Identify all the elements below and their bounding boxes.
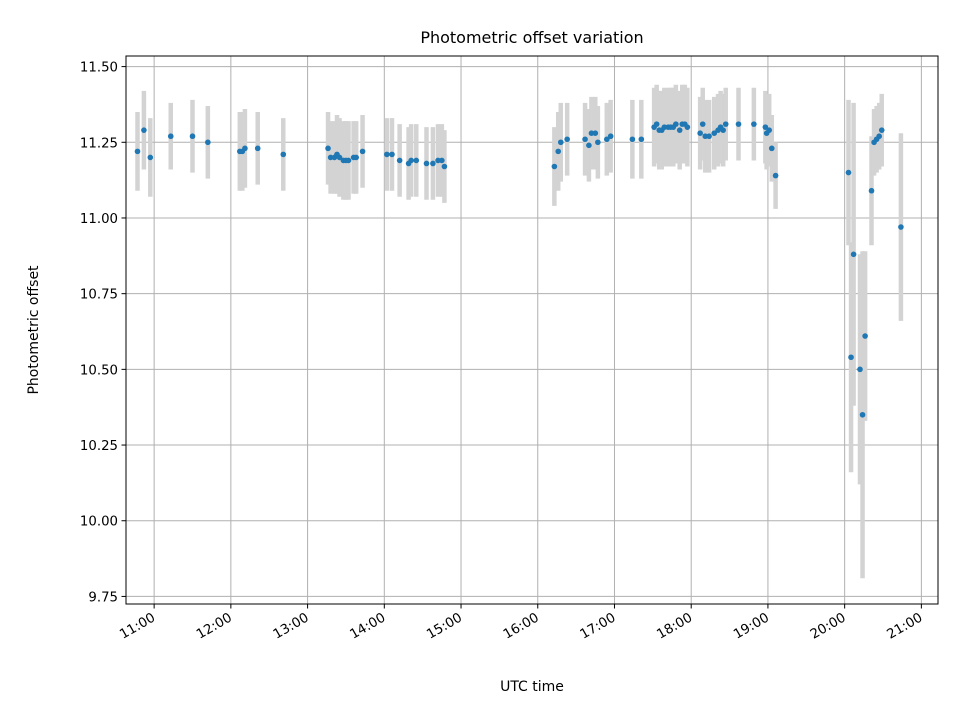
data-point [676,127,683,133]
data-point [857,366,863,373]
data-point [557,139,564,146]
data-point [751,121,757,127]
data-point [845,169,852,176]
data-point [720,127,726,133]
data-point [242,145,248,152]
data-point [441,163,448,170]
y-tick-label: 10.00 [80,515,118,530]
y-tick-label: 9.75 [88,590,118,605]
data-point [876,133,882,140]
data-points [134,121,904,418]
data-point [766,127,773,133]
plot-frame [125,55,939,605]
data-point [435,157,441,164]
data-point [167,133,174,140]
data-point [280,151,287,158]
data-point [384,151,390,158]
data-point [702,133,709,140]
data-point [147,154,154,161]
data-point [586,142,592,149]
data-point [430,160,436,167]
data-point [141,127,147,133]
data-point [336,154,343,161]
data-point [638,136,645,143]
data-point [595,139,601,146]
data-point [699,121,706,127]
data-point [772,172,779,179]
data-point [396,157,403,164]
y-tick-label: 11.50 [80,61,118,76]
data-point [850,251,857,258]
data-point [653,121,660,127]
data-point [878,127,885,133]
data-point [684,124,691,130]
data-point [629,136,636,143]
data-point [859,411,866,418]
x-axis-label: UTC time [500,679,564,695]
data-point [353,154,359,161]
data-point [862,333,868,339]
data-point [389,151,395,158]
data-point [768,145,775,152]
y-tick-label: 11.00 [80,212,118,227]
data-point [413,157,420,164]
y-tick-label: 10.25 [80,439,118,454]
data-point [762,124,769,130]
data-point [555,148,562,155]
data-point [582,136,588,143]
data-point [189,133,196,140]
data-point [359,148,366,155]
data-point [325,145,331,152]
data-point [254,145,261,152]
data-point [706,133,712,140]
data-point [661,124,668,130]
data-point [711,130,718,137]
data-point [673,121,679,127]
data-point [592,130,599,137]
axis-ticks: 11:00 12:00 13:00 14:00 15:00 16:00 17:00 18:00… [80,61,925,643]
data-point [898,224,904,230]
data-point [697,130,703,137]
data-point [551,163,558,170]
y-tick-label: 10.50 [80,363,118,378]
data-point [345,157,352,164]
y-tick-label: 11.25 [80,136,118,151]
data-point [604,136,610,143]
y-tick-label: 10.75 [80,288,118,303]
data-point [423,160,430,167]
data-point [134,148,141,155]
data-point [868,187,875,194]
data-point [588,130,595,137]
y-axis-label: Photometric offset [26,265,42,395]
data-point [205,139,211,146]
data-point [327,154,334,161]
chart-title: Photometric offset variation [420,28,643,47]
data-point [848,354,854,361]
data-point [564,136,570,143]
data-point [607,133,614,140]
data-point [722,121,729,127]
data-point [735,121,742,127]
data-point [408,157,414,164]
data-point [439,157,445,164]
